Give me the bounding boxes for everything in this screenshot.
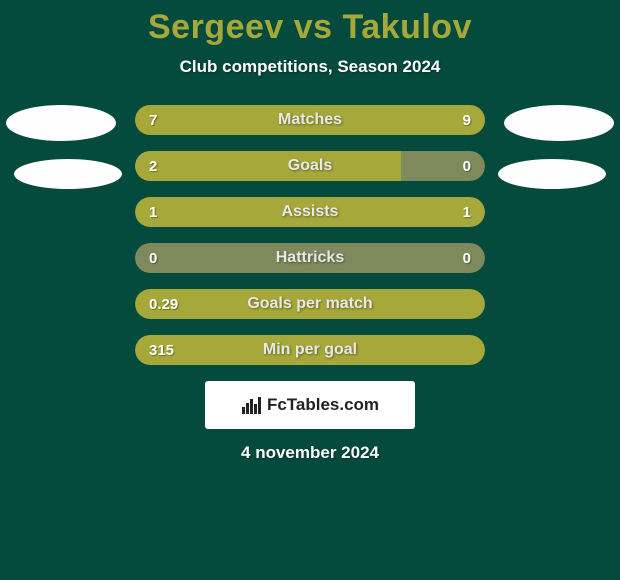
stat-label: Matches — [135, 105, 485, 135]
stat-label: Assists — [135, 197, 485, 227]
stat-label: Hattricks — [135, 243, 485, 273]
stat-row: 00Hattricks — [135, 243, 485, 273]
team-logo-left-2 — [14, 159, 122, 189]
brand-badge: FcTables.com — [205, 381, 415, 429]
date-text: 4 november 2024 — [0, 443, 620, 463]
stat-label: Goals — [135, 151, 485, 181]
title-vs: vs — [284, 8, 343, 46]
title-player-left: Sergeev — [148, 8, 284, 46]
stat-label: Min per goal — [135, 335, 485, 365]
stat-rows: 79Matches 20Goals 11Assists 00Hattricks 0.29… — [135, 105, 485, 365]
content-area: 79Matches 20Goals 11Assists 00Hattricks 0.29… — [0, 105, 620, 463]
subtitle: Club competitions, Season 2024 — [0, 57, 620, 77]
brand-text: FcTables.com — [267, 395, 379, 415]
title: Sergeev vs Takulov — [0, 0, 620, 47]
team-logo-right-2 — [498, 159, 606, 189]
stat-row: 11Assists — [135, 197, 485, 227]
title-player-right: Takulov — [343, 8, 472, 46]
stat-row: 315Min per goal — [135, 335, 485, 365]
stat-label: Goals per match — [135, 289, 485, 319]
stat-row: 0.29Goals per match — [135, 289, 485, 319]
team-logo-right-1 — [504, 105, 614, 141]
comparison-infographic: Sergeev vs Takulov Club competitions, Se… — [0, 0, 620, 580]
stat-row: 20Goals — [135, 151, 485, 181]
brand-bars-icon — [241, 395, 261, 415]
stat-row: 79Matches — [135, 105, 485, 135]
team-logo-left-1 — [6, 105, 116, 141]
